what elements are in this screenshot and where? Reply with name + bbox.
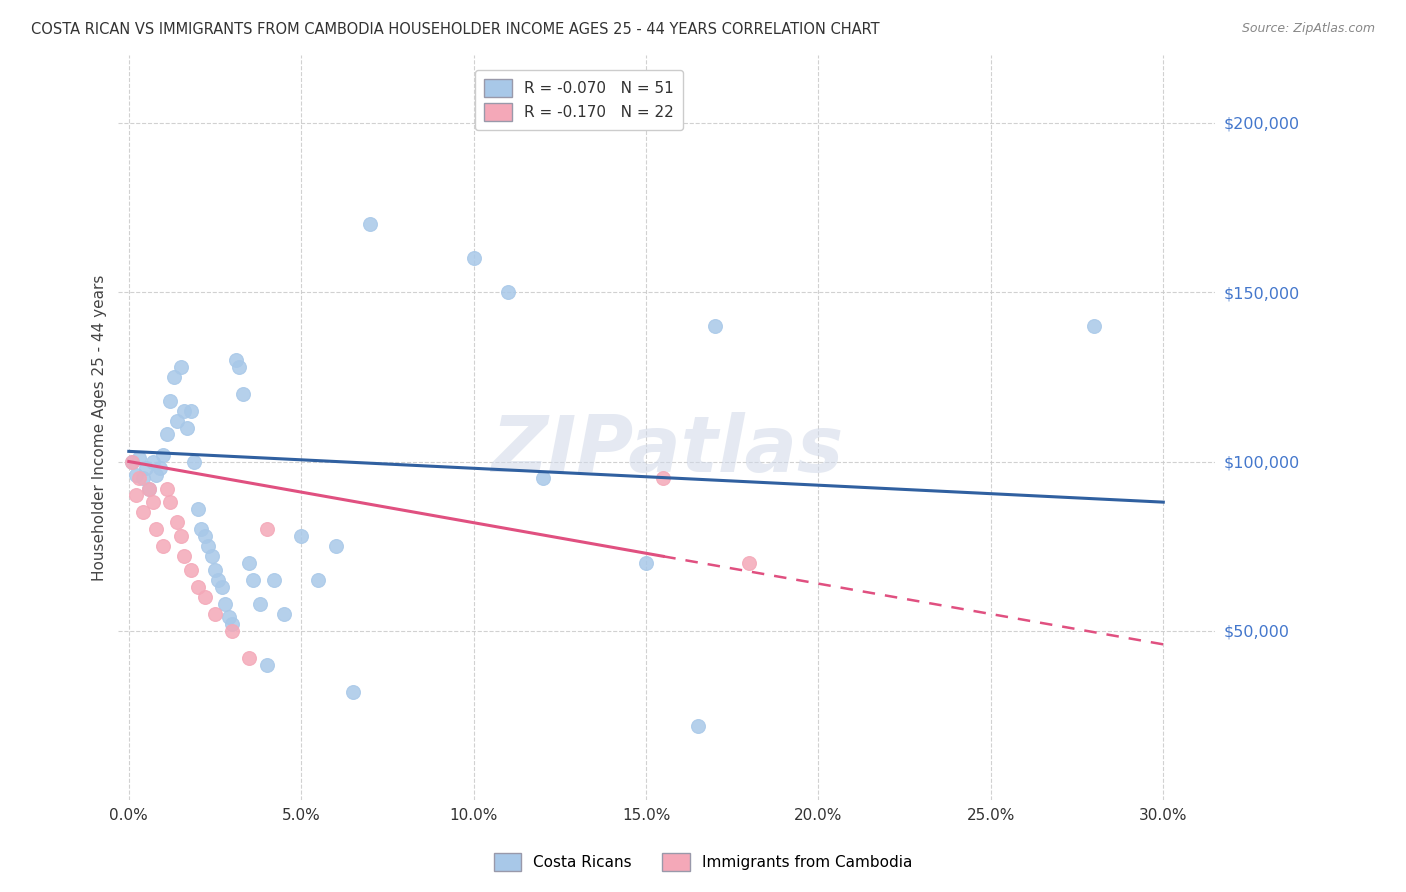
Point: [232, 386, 254, 401]
Text: Source: ZipAtlas.com: Source: ZipAtlas.com: [1241, 22, 1375, 36]
Point: [121, 454, 143, 468]
Point: [263, 573, 285, 587]
Point: [221, 624, 243, 638]
Point: [204, 563, 226, 577]
Point: [142, 454, 165, 468]
Legend: R = -0.070   N = 51, R = -0.170   N = 22: R = -0.070 N = 51, R = -0.170 N = 22: [475, 70, 683, 130]
Point: [194, 590, 217, 604]
Point: [131, 471, 153, 485]
Point: [125, 468, 148, 483]
Point: [738, 556, 761, 570]
Point: [152, 448, 174, 462]
Point: [125, 488, 148, 502]
Point: [121, 454, 143, 468]
Point: [187, 580, 209, 594]
Point: [652, 471, 675, 485]
Point: [180, 563, 202, 577]
Point: [138, 482, 160, 496]
Point: [204, 607, 226, 621]
Point: [128, 471, 150, 485]
Point: [149, 461, 172, 475]
Point: [183, 454, 205, 468]
Point: [359, 218, 381, 232]
Point: [634, 556, 657, 570]
Y-axis label: Householder Income Ages 25 - 44 years: Householder Income Ages 25 - 44 years: [93, 275, 107, 581]
Point: [238, 651, 260, 665]
Point: [173, 403, 195, 417]
Point: [159, 393, 181, 408]
Text: ZIPatlas: ZIPatlas: [491, 412, 842, 488]
Point: [307, 573, 329, 587]
Point: [145, 468, 167, 483]
Point: [169, 359, 191, 374]
Point: [145, 522, 167, 536]
Point: [218, 610, 240, 624]
Point: [194, 529, 217, 543]
Point: [249, 597, 271, 611]
Point: [1083, 319, 1105, 334]
Point: [214, 597, 236, 611]
Point: [463, 252, 485, 266]
Point: [290, 529, 312, 543]
Point: [159, 495, 181, 509]
Point: [221, 617, 243, 632]
Point: [176, 420, 198, 434]
Point: [211, 580, 233, 594]
Point: [187, 502, 209, 516]
Point: [225, 352, 247, 367]
Point: [166, 414, 188, 428]
Point: [256, 657, 278, 672]
Point: [200, 549, 222, 564]
Point: [256, 522, 278, 536]
Point: [138, 482, 160, 496]
Point: [190, 522, 212, 536]
Point: [135, 461, 157, 475]
Point: [686, 719, 709, 733]
Point: [325, 539, 347, 553]
Point: [228, 359, 250, 374]
Point: [152, 539, 174, 553]
Point: [128, 451, 150, 466]
Point: [173, 549, 195, 564]
Point: [238, 556, 260, 570]
Legend: Costa Ricans, Immigrants from Cambodia: Costa Ricans, Immigrants from Cambodia: [488, 847, 918, 877]
Point: [162, 369, 184, 384]
Point: [531, 471, 554, 485]
Point: [207, 573, 229, 587]
Point: [496, 285, 519, 300]
Point: [197, 539, 219, 553]
Point: [342, 685, 364, 699]
Point: [166, 516, 188, 530]
Point: [131, 505, 153, 519]
Point: [169, 529, 191, 543]
Text: COSTA RICAN VS IMMIGRANTS FROM CAMBODIA HOUSEHOLDER INCOME AGES 25 - 44 YEARS CO: COSTA RICAN VS IMMIGRANTS FROM CAMBODIA …: [31, 22, 880, 37]
Point: [156, 427, 179, 442]
Point: [273, 607, 295, 621]
Point: [142, 495, 165, 509]
Point: [180, 403, 202, 417]
Point: [242, 573, 264, 587]
Point: [156, 482, 179, 496]
Point: [704, 319, 727, 334]
